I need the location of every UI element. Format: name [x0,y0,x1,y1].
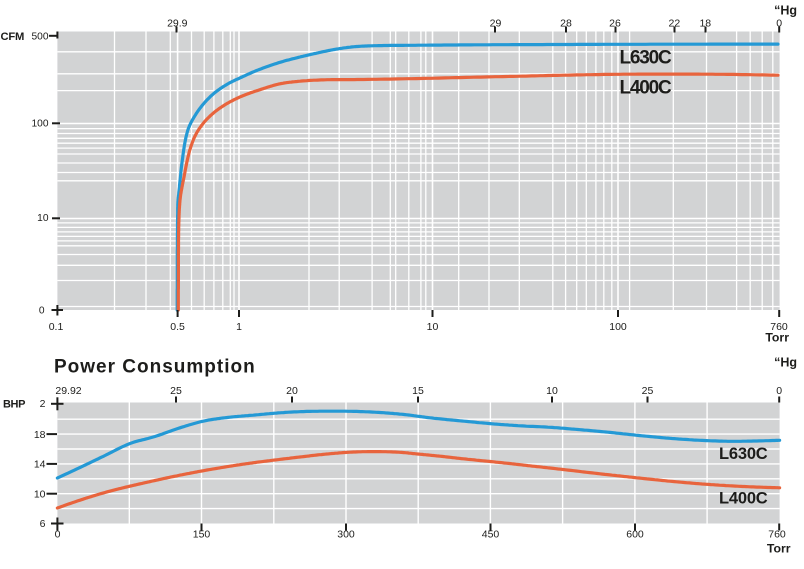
svg-text:760: 760 [768,529,786,541]
svg-text:500: 500 [32,32,49,43]
svg-text:14: 14 [34,459,46,471]
svg-text:0: 0 [39,306,45,317]
svg-text:1: 1 [236,321,242,333]
svg-text:Torr: Torr [765,330,789,344]
svg-text:L400C: L400C [719,489,768,507]
svg-text:BHP: BHP [3,399,25,411]
svg-text:0.1: 0.1 [49,321,64,333]
svg-text:L630C: L630C [620,48,673,69]
svg-text:“Hg: “Hg [774,4,797,18]
svg-text:“Hg: “Hg [774,356,797,370]
svg-text:29.9: 29.9 [167,17,188,29]
svg-text:0: 0 [55,529,61,541]
svg-text:29: 29 [490,17,502,29]
svg-text:26: 26 [609,17,621,29]
svg-text:0: 0 [776,17,782,29]
svg-text:L400C: L400C [620,78,673,99]
svg-text:600: 600 [626,529,644,541]
svg-text:10: 10 [37,213,49,224]
svg-text:18: 18 [34,429,46,441]
svg-text:29.92: 29.92 [55,385,81,397]
svg-text:2: 2 [40,398,46,410]
svg-text:Power Consumption: Power Consumption [54,356,256,377]
svg-text:0: 0 [776,385,782,397]
svg-text:L630C: L630C [719,445,768,463]
svg-text:10: 10 [546,385,558,397]
svg-text:0.5: 0.5 [170,321,185,333]
svg-text:25: 25 [170,385,182,397]
svg-text:10: 10 [34,488,46,500]
svg-text:100: 100 [32,118,49,129]
svg-text:22: 22 [669,17,681,29]
svg-text:Torr: Torr [767,541,791,555]
svg-text:10: 10 [427,321,439,333]
svg-text:760: 760 [770,321,788,333]
svg-text:100: 100 [609,321,627,333]
svg-text:6: 6 [40,518,46,530]
svg-text:18: 18 [699,17,711,29]
svg-text:CFM: CFM [1,31,25,43]
svg-text:300: 300 [337,529,355,541]
svg-text:20: 20 [286,385,298,397]
svg-text:28: 28 [560,17,572,29]
svg-text:150: 150 [193,529,211,541]
svg-text:450: 450 [482,529,500,541]
svg-text:15: 15 [412,385,424,397]
svg-text:25: 25 [642,385,654,397]
